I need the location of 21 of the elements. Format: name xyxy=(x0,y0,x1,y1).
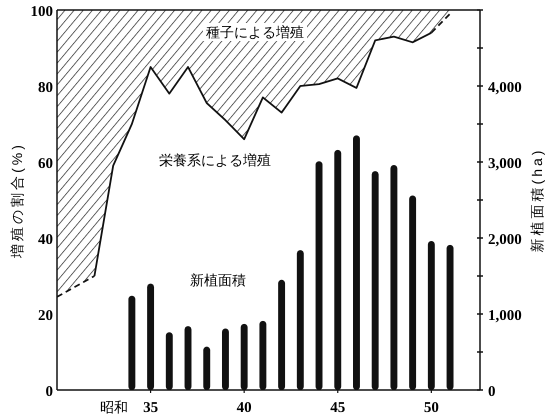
y2-axis-title: 新植面積(ha) xyxy=(529,148,545,252)
annotation: 栄養系による増殖 xyxy=(159,152,271,168)
y2-tick-label: 0 xyxy=(488,384,496,400)
y2-tick-label: 3,000 xyxy=(488,156,522,172)
x-axis-title: 昭和 xyxy=(100,399,128,415)
annotation: 種子による増殖 xyxy=(206,24,304,40)
y-tick-label: 60 xyxy=(38,156,53,172)
annotation: 新植面積 xyxy=(190,272,246,288)
y-tick-label: 20 xyxy=(38,308,53,324)
y2-tick-label: 2,000 xyxy=(488,232,522,248)
x-tick-label: 40 xyxy=(236,400,252,416)
y-tick-label: 0 xyxy=(46,384,53,400)
y-tick-label: 100 xyxy=(30,4,53,20)
x-tick-label: 45 xyxy=(330,400,346,416)
y-tick-label: 40 xyxy=(38,232,53,248)
y2-tick-label: 1,000 xyxy=(488,308,522,324)
y-axis-title: 増殖の割合(%) xyxy=(9,142,25,259)
x-tick-label: 50 xyxy=(424,400,439,416)
y2-tick-label: 4,000 xyxy=(488,80,522,96)
y-tick-label: 80 xyxy=(38,80,53,96)
x-tick-label: 35 xyxy=(143,400,158,416)
